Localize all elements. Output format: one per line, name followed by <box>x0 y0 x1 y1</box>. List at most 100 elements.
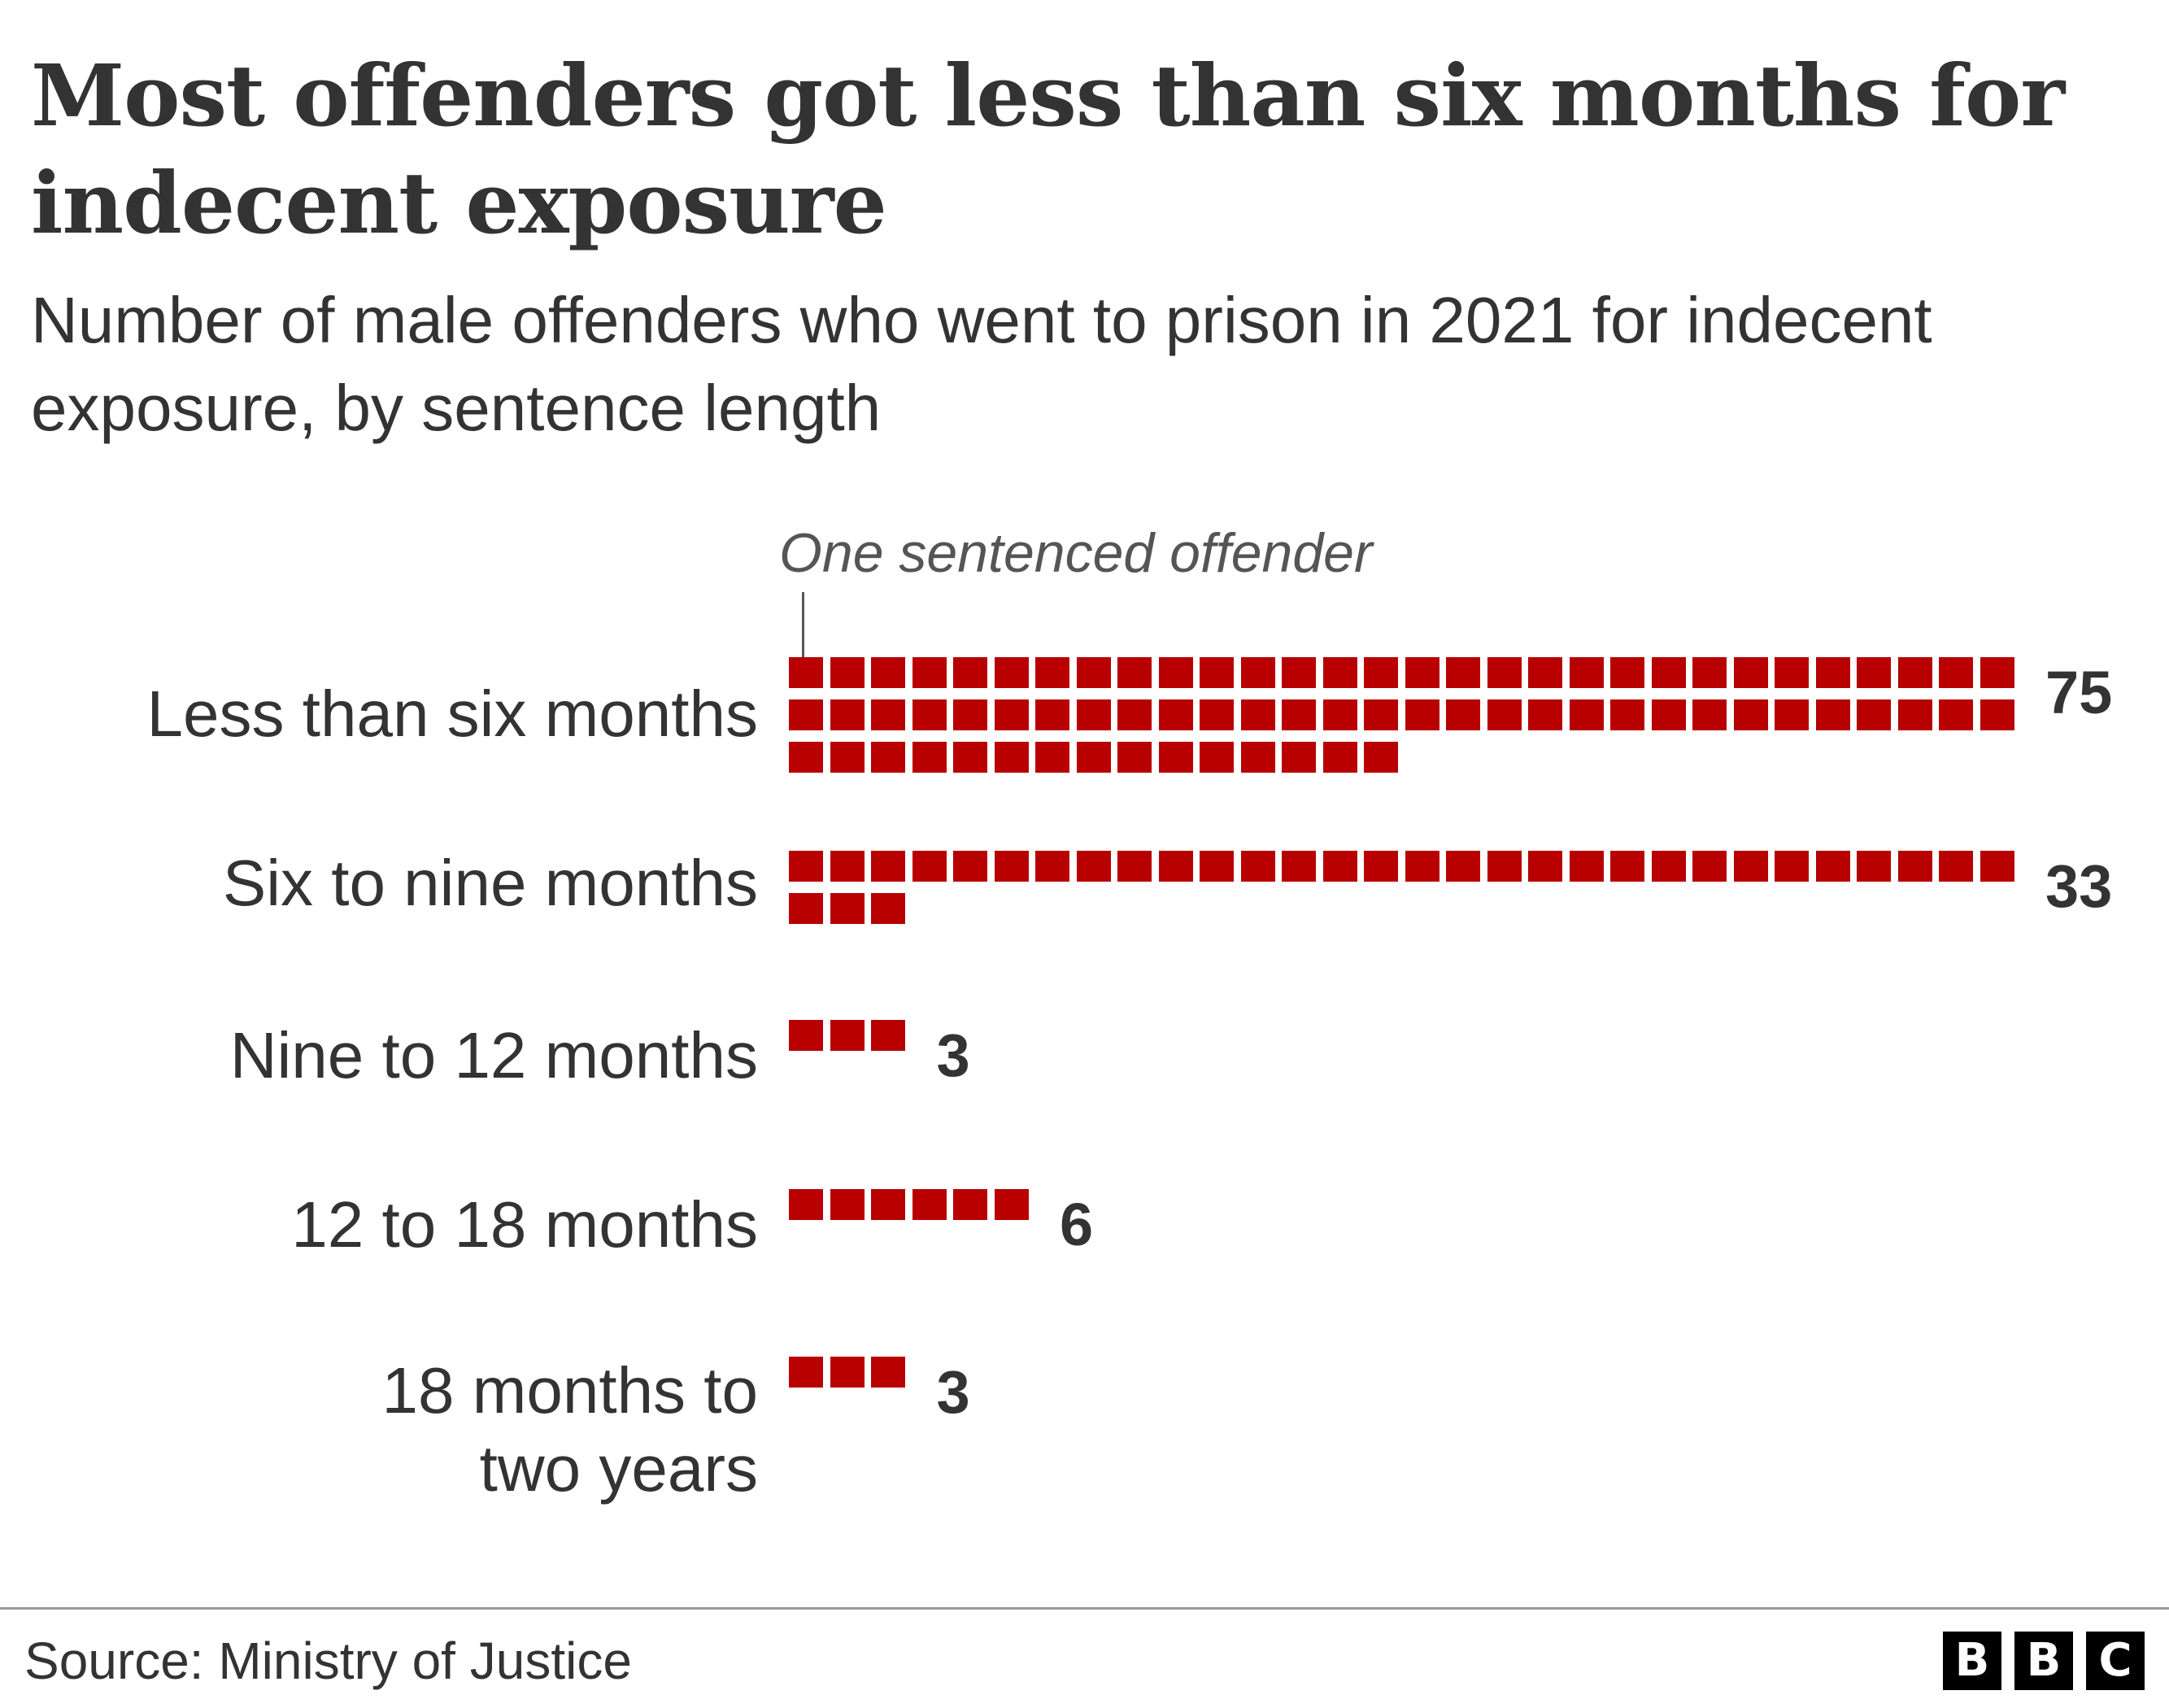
waffle-square-less-than-six-months <box>1035 699 1069 730</box>
waffle-square-less-than-six-months <box>1775 699 1809 730</box>
waffle-square-less-than-six-months <box>1322 657 1357 688</box>
waffle-square-less-than-six-months <box>1158 657 1193 688</box>
waffle-square-less-than-six-months <box>1200 657 1234 688</box>
waffle-square-less-than-six-months <box>1487 657 1522 688</box>
waffle-square-less-than-six-months <box>1980 699 2014 730</box>
waffle-square-less-than-six-months <box>830 742 865 773</box>
waffle-square-18-months-to-two-years <box>871 1357 905 1388</box>
waffle-square-less-than-six-months <box>830 657 865 688</box>
logo-letter-b: B <box>1943 1632 2001 1690</box>
waffle-square-less-than-six-months <box>1158 699 1193 730</box>
waffle-square-less-than-six-months <box>1240 657 1275 688</box>
waffle-square-less-than-six-months <box>1240 699 1275 730</box>
waffle-square-less-than-six-months <box>994 657 1029 688</box>
waffle-square-less-than-six-months <box>871 742 905 773</box>
waffle-square-less-than-six-months <box>1569 657 1604 688</box>
waffle-square-less-than-six-months <box>1610 657 1644 688</box>
category-label-less-than-six-months: Less than six months <box>146 678 758 750</box>
waffle-square-less-than-six-months <box>953 657 987 688</box>
waffle-square-less-than-six-months <box>1815 699 1850 730</box>
waffle-square-six-to-nine-months <box>1815 851 1850 882</box>
waffle-square-less-than-six-months <box>1240 742 1275 773</box>
value-label-18-months-to-two-years: 3 <box>936 1358 970 1426</box>
waffle-square-18-months-to-two-years <box>789 1357 823 1388</box>
waffle-square-less-than-six-months <box>1322 742 1357 773</box>
waffle-square-six-to-nine-months <box>871 851 905 882</box>
category-label-six-to-nine-months: Six to nine months <box>222 847 758 919</box>
waffle-square-less-than-six-months <box>1733 657 1768 688</box>
waffle-square-six-to-nine-months <box>830 893 865 924</box>
waffle-square-six-to-nine-months <box>1240 851 1275 882</box>
waffle-square-nine-to-12-months <box>830 1020 865 1051</box>
waffle-square-six-to-nine-months <box>1035 851 1069 882</box>
waffle-square-six-to-nine-months <box>994 851 1029 882</box>
waffle-square-less-than-six-months <box>1446 699 1480 730</box>
waffle-square-less-than-six-months <box>789 657 823 688</box>
waffle-square-less-than-six-months <box>1815 657 1850 688</box>
waffle-square-six-to-nine-months <box>1651 851 1686 882</box>
waffle-square-less-than-six-months <box>1651 657 1686 688</box>
waffle-square-six-to-nine-months <box>1897 851 1932 882</box>
unit-annotation: One sentenced offender <box>779 522 1373 584</box>
waffle-square-12-to-18-months <box>994 1189 1029 1220</box>
logo-letter-c: C <box>2086 1632 2145 1690</box>
bbc-logo: B B C <box>1943 1632 2145 1690</box>
footer-divider <box>0 1607 2169 1610</box>
waffle-square-six-to-nine-months <box>1733 851 1768 882</box>
waffle-square-less-than-six-months <box>1405 657 1439 688</box>
waffle-square-less-than-six-months <box>912 742 947 773</box>
waffle-square-less-than-six-months <box>1035 657 1069 688</box>
waffle-square-six-to-nine-months <box>871 893 905 924</box>
waffle-square-less-than-six-months <box>912 699 947 730</box>
value-label-six-to-nine-months: 33 <box>2045 852 2113 920</box>
waffle-square-six-to-nine-months <box>1528 851 1562 882</box>
annotation-pointer-line <box>802 592 804 660</box>
waffle-square-less-than-six-months <box>1322 699 1357 730</box>
waffle-square-less-than-six-months <box>1857 657 1891 688</box>
waffle-square-less-than-six-months <box>1364 699 1398 730</box>
waffle-square-12-to-18-months <box>912 1189 947 1220</box>
waffle-square-six-to-nine-months <box>1282 851 1316 882</box>
waffle-square-six-to-nine-months <box>1857 851 1891 882</box>
waffle-square-less-than-six-months <box>1610 699 1644 730</box>
chart-subtitle: Number of male offenders who went to pri… <box>31 284 1932 444</box>
waffle-square-less-than-six-months <box>1733 699 1768 730</box>
waffle-square-six-to-nine-months <box>1446 851 1480 882</box>
waffle-square-less-than-six-months <box>953 742 987 773</box>
waffle-square-less-than-six-months <box>1775 657 1809 688</box>
waffle-square-12-to-18-months <box>789 1189 823 1220</box>
value-label-less-than-six-months: 75 <box>2045 659 2113 726</box>
waffle-square-less-than-six-months <box>1117 657 1152 688</box>
waffle-square-six-to-nine-months <box>1322 851 1357 882</box>
logo-letter-b: B <box>2014 1632 2073 1690</box>
waffle-square-12-to-18-months <box>953 1189 987 1220</box>
waffle-square-less-than-six-months <box>1282 699 1316 730</box>
waffle-square-less-than-six-months <box>830 699 865 730</box>
waffle-square-less-than-six-months <box>871 699 905 730</box>
waffle-square-less-than-six-months <box>912 657 947 688</box>
waffle-square-less-than-six-months <box>1569 699 1604 730</box>
waffle-square-less-than-six-months <box>1487 699 1522 730</box>
chart-title: Most offenders got less than six months … <box>31 46 2065 253</box>
waffle-square-six-to-nine-months <box>1775 851 1809 882</box>
waffle-square-six-to-nine-months <box>1692 851 1727 882</box>
waffle-square-less-than-six-months <box>1364 742 1398 773</box>
waffle-square-less-than-six-months <box>1076 657 1111 688</box>
waffle-square-less-than-six-months <box>953 699 987 730</box>
waffle-square-less-than-six-months <box>1364 657 1398 688</box>
waffle-square-nine-to-12-months <box>871 1020 905 1051</box>
waffle-square-less-than-six-months <box>994 699 1029 730</box>
waffle-square-12-to-18-months <box>830 1189 865 1220</box>
category-label-nine-to-12-months: Nine to 12 months <box>229 1019 758 1091</box>
waffle-square-six-to-nine-months <box>1364 851 1398 882</box>
waffle-square-less-than-six-months <box>1035 742 1069 773</box>
waffle-square-six-to-nine-months <box>1200 851 1234 882</box>
waffle-square-12-to-18-months <box>871 1189 905 1220</box>
waffle-square-nine-to-12-months <box>789 1020 823 1051</box>
waffle-square-less-than-six-months <box>994 742 1029 773</box>
waffle-square-six-to-nine-months <box>789 893 823 924</box>
waffle-square-less-than-six-months <box>1076 742 1111 773</box>
waffle-square-less-than-six-months <box>1446 657 1480 688</box>
waffle-square-less-than-six-months <box>1980 657 2014 688</box>
waffle-square-less-than-six-months <box>1857 699 1891 730</box>
